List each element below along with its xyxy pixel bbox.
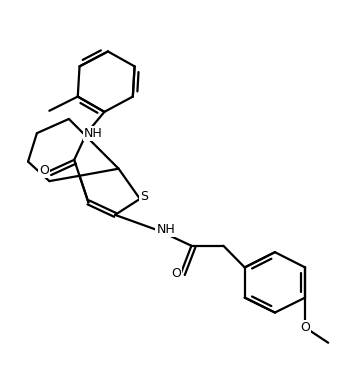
Text: O: O	[39, 164, 49, 177]
Text: O: O	[171, 267, 182, 280]
Text: O: O	[300, 321, 310, 334]
Text: NH: NH	[156, 223, 175, 236]
Text: S: S	[140, 190, 148, 203]
Text: NH: NH	[84, 127, 102, 140]
